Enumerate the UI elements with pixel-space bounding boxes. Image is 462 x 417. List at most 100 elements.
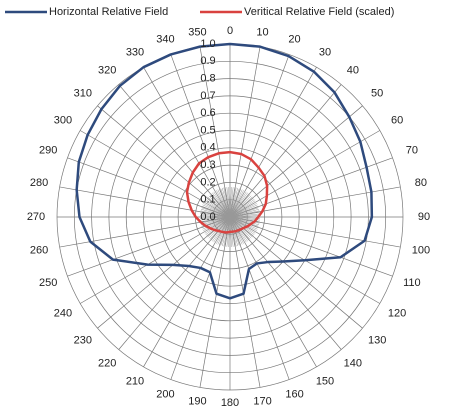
inner-spoke <box>200 216 231 222</box>
inner-spoke <box>206 197 231 218</box>
inner-spoke <box>203 216 231 233</box>
angle-label: 90 <box>418 211 430 223</box>
angle-label: 10 <box>256 26 268 38</box>
inner-spoke <box>229 190 246 218</box>
inner-spoke <box>217 189 231 218</box>
r-tick-label: 0.5 <box>200 124 215 136</box>
grid-spoke <box>229 216 401 248</box>
inner-spoke <box>229 187 234 218</box>
angle-label: 60 <box>391 114 403 126</box>
angle-label: 260 <box>30 245 48 257</box>
grid-spoke <box>229 216 290 380</box>
inner-spoke <box>229 200 256 218</box>
inner-spoke <box>204 216 231 234</box>
inner-spoke <box>229 215 260 218</box>
inner-spoke <box>229 197 254 218</box>
inner-spoke <box>208 216 231 239</box>
inner-spoke <box>229 216 260 219</box>
grid-spoke <box>229 216 393 277</box>
r-tick-label: 0.3 <box>200 159 215 171</box>
inner-spoke <box>229 216 254 237</box>
inner-spoke <box>229 208 260 218</box>
angle-label: 70 <box>406 145 418 157</box>
inner-spoke <box>229 188 241 218</box>
inner-spoke <box>229 212 260 218</box>
inner-spoke <box>219 188 231 218</box>
grid-spoke <box>229 84 342 218</box>
inner-spoke <box>200 216 231 224</box>
inner-spoke <box>220 188 231 218</box>
inner-spoke <box>229 207 259 218</box>
labels: 0 10 20 30 40 50 60 70 80 90 100 110 120 130 140 150 160… <box>27 25 430 409</box>
inner-spoke <box>229 187 239 218</box>
inner-spoke <box>229 196 253 218</box>
angle-label: 270 <box>27 211 45 223</box>
inner-spoke <box>209 216 231 240</box>
inner-spoke <box>226 187 231 218</box>
inner-spoke <box>210 216 231 241</box>
grid-spoke <box>199 216 231 388</box>
grid-spoke <box>199 46 231 218</box>
angle-label: 40 <box>347 64 359 76</box>
inner-spoke <box>229 195 252 218</box>
angle-label: 190 <box>188 395 206 407</box>
inner-spoke <box>201 216 231 227</box>
angle-label: 170 <box>253 395 271 407</box>
angle-label: 240 <box>54 307 72 319</box>
angle-label: 280 <box>30 177 48 189</box>
legend-label: Veritical Relative Field (scaled) <box>244 6 394 18</box>
grid-spoke <box>229 216 342 350</box>
inner-spoke <box>216 216 231 244</box>
inner-spoke <box>229 216 251 240</box>
inner-spoke <box>229 206 259 218</box>
inner-spoke <box>212 216 231 242</box>
inner-spoke <box>203 201 231 218</box>
grid-spoke <box>170 216 231 380</box>
inner-spoke <box>200 216 231 226</box>
inner-spoke <box>200 215 231 218</box>
inner-spoke <box>217 216 231 245</box>
inner-spoke <box>208 195 231 218</box>
inner-spoke <box>229 210 260 218</box>
grid-spoke <box>118 216 231 350</box>
grid-spoke <box>229 54 290 218</box>
inner-spoke <box>229 216 257 233</box>
grid-spoke <box>229 46 261 218</box>
inner-spoke <box>229 193 250 218</box>
angle-label: 0 <box>227 25 233 37</box>
inner-spoke <box>206 216 231 237</box>
angle-label: 160 <box>285 388 303 400</box>
angle-label: 320 <box>98 64 116 76</box>
r-tick-label: 0.7 <box>200 90 215 102</box>
grid-spoke <box>229 105 363 218</box>
grid-spoke <box>170 54 231 218</box>
inner-spoke <box>214 190 231 218</box>
r-tick-label: 0.8 <box>200 73 215 85</box>
series-line <box>185 150 269 234</box>
series-line <box>75 42 374 300</box>
angle-label: 340 <box>156 34 174 46</box>
inner-spoke <box>229 216 252 239</box>
inner-spoke <box>212 192 231 218</box>
legend: Horizontal Relative Field Veritical Relat… <box>5 6 394 18</box>
r-tick-label: 0.4 <box>200 142 215 154</box>
inner-spoke <box>229 189 243 218</box>
plot <box>75 42 374 300</box>
inner-spoke <box>229 216 259 227</box>
angle-label: 310 <box>74 87 92 99</box>
angle-label: 80 <box>415 177 427 189</box>
inner-spoke <box>229 201 257 218</box>
grid <box>56 43 404 391</box>
angle-label: 130 <box>368 334 386 346</box>
inner-spoke <box>229 216 253 238</box>
angle-label: 180 <box>221 397 239 409</box>
inner-spoke <box>229 216 257 231</box>
grid-spoke <box>118 84 231 218</box>
inner-spoke <box>229 216 260 226</box>
angle-label: 50 <box>371 87 383 99</box>
r-tick-label: 0.9 <box>200 55 215 67</box>
inner-spoke <box>229 187 237 218</box>
inner-spoke <box>200 208 231 218</box>
inner-spoke <box>223 187 231 218</box>
angle-label: 300 <box>54 114 72 126</box>
